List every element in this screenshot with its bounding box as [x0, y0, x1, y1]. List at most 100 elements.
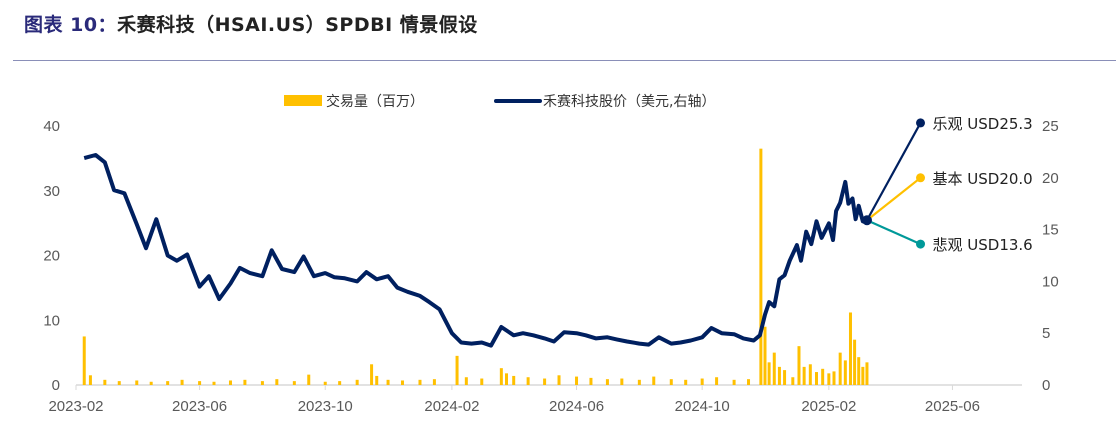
x-tick-label: 2025-06: [925, 398, 980, 415]
volume-bar: [827, 373, 831, 385]
volume-bar: [135, 380, 139, 385]
volume-bar: [777, 366, 781, 385]
title-divider: [13, 60, 1116, 61]
volume-bar: [759, 148, 763, 385]
y-right-tick-label: 5: [1042, 325, 1050, 342]
volume-bar: [400, 380, 404, 385]
price-line: [83, 153, 868, 348]
volume-bar: [808, 364, 812, 385]
volume-bar: [480, 378, 484, 385]
y-left-tick-label: 20: [43, 248, 60, 265]
chart-title: 图表 10：禾赛科技（HSAI.US）SPDBI 情景假设: [24, 10, 478, 37]
x-tick-label: 2024-06: [549, 398, 604, 415]
volume-bar: [212, 381, 216, 385]
volume-bar: [307, 374, 311, 385]
volume-bar: [323, 381, 327, 385]
scenario-line: [865, 122, 922, 221]
scenario-label: 基本 USD20.0: [933, 170, 1033, 188]
y-right-tick-label: 20: [1042, 170, 1059, 187]
y-right-tick-label: 10: [1042, 273, 1059, 290]
volume-bar: [802, 366, 806, 385]
volume-bar: [117, 381, 121, 385]
volume-bar: [853, 339, 857, 385]
volume-bar: [715, 377, 719, 385]
scenario-point: [916, 118, 926, 128]
volume-bar: [103, 379, 107, 385]
y-right-tick-label: 15: [1042, 222, 1059, 239]
volume-bar: [767, 362, 771, 385]
volume-bar: [814, 372, 818, 385]
volume-bar: [82, 336, 86, 385]
y-left-tick-label: 40: [43, 118, 60, 135]
volume-bar: [526, 377, 530, 385]
volume-bar: [700, 378, 704, 385]
volume-bar: [848, 312, 852, 385]
volume-bar: [243, 379, 247, 385]
x-tick-label: 2024-02: [424, 398, 479, 415]
scenario-point: [916, 239, 926, 249]
volume-bar: [791, 377, 795, 385]
scenario-point: [916, 173, 926, 183]
scenario-line: [866, 219, 921, 246]
volume-bar: [275, 379, 279, 385]
volume-bar: [504, 373, 508, 385]
volume-bar: [557, 375, 561, 385]
volume-bar: [180, 379, 184, 385]
volume-bar: [355, 379, 359, 385]
y-right-tick-label: 25: [1042, 118, 1059, 135]
x-tick-label: 2024-10: [675, 398, 730, 415]
legend-label-volume: 交易量（百万）: [326, 93, 424, 110]
y-left-tick-label: 30: [43, 183, 60, 200]
x-tick-label: 2023-06: [172, 398, 227, 415]
volume-bar: [228, 380, 232, 385]
scenario-label: 乐观 USD25.3: [933, 115, 1033, 133]
volume-bar: [797, 346, 801, 385]
volume-bar: [838, 352, 842, 385]
y-right-tick-label: 0: [1042, 377, 1050, 394]
volume-bar: [338, 381, 342, 385]
volume-bar: [386, 379, 390, 385]
volume-bar: [589, 377, 593, 385]
legend-swatch-volume: [284, 95, 322, 106]
volume-bar: [88, 375, 92, 385]
volume-bar: [543, 378, 547, 385]
volume-bar: [499, 368, 503, 385]
volume-bar: [865, 362, 869, 385]
volume-bar: [455, 355, 459, 385]
volume-bar: [605, 379, 609, 385]
volume-bar: [857, 357, 861, 385]
volume-bar: [375, 375, 379, 385]
title-text: 禾赛科技（HSAI.US）SPDBI 情景假设: [117, 14, 478, 36]
scenario-line: [866, 176, 922, 222]
volume-bar: [637, 379, 641, 385]
volume-bar: [832, 371, 836, 385]
scenario-label: 悲观 USD13.6: [933, 236, 1033, 254]
volume-bar: [620, 378, 624, 385]
volume-bar: [783, 370, 787, 385]
volume-bar: [575, 376, 579, 385]
legend-label-price: 禾赛科技股价（美元,右轴）: [543, 94, 715, 110]
volume-bar: [432, 379, 436, 385]
volume-bar: [843, 360, 847, 385]
figure-number: 图表 10：: [24, 14, 118, 36]
volume-bar: [732, 379, 736, 385]
volume-bar: [861, 366, 865, 385]
volume-bar: [684, 379, 688, 385]
volume-bar: [763, 326, 767, 385]
volume-bar: [652, 376, 656, 385]
x-tick-label: 2023-10: [298, 398, 353, 415]
volume-bar: [166, 381, 170, 385]
volume-bar: [464, 377, 468, 385]
volume-bar: [747, 379, 751, 385]
volume-bar: [418, 379, 422, 385]
volume-bar: [292, 381, 296, 385]
volume-bar: [772, 352, 776, 385]
volume-bar: [512, 375, 516, 385]
volume-bar: [149, 381, 153, 385]
x-tick-label: 2023-02: [48, 398, 103, 415]
volume-bar: [370, 364, 374, 385]
scenario-start-point: [861, 215, 872, 226]
y-left-tick-label: 10: [43, 312, 60, 329]
volume-bar: [821, 368, 825, 385]
